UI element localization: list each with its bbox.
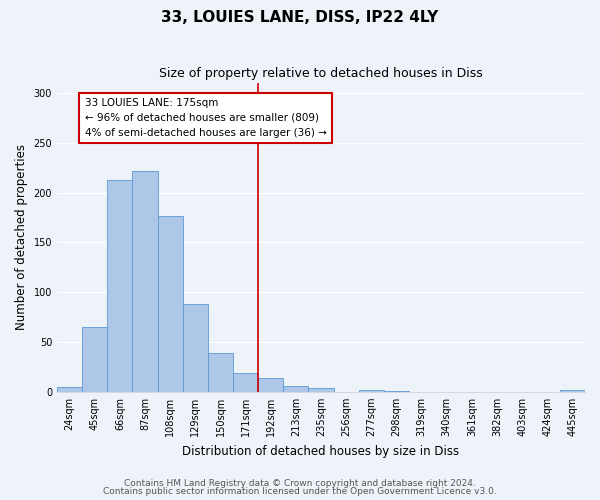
X-axis label: Distribution of detached houses by size in Diss: Distribution of detached houses by size … xyxy=(182,444,460,458)
Bar xyxy=(183,304,208,392)
Text: Contains public sector information licensed under the Open Government Licence v3: Contains public sector information licen… xyxy=(103,487,497,496)
Bar xyxy=(359,390,384,392)
Bar xyxy=(107,180,133,392)
Bar xyxy=(82,327,107,392)
Bar xyxy=(384,391,409,392)
Bar xyxy=(133,170,158,392)
Text: 33, LOUIES LANE, DISS, IP22 4LY: 33, LOUIES LANE, DISS, IP22 4LY xyxy=(161,10,439,25)
Bar xyxy=(57,387,82,392)
Bar xyxy=(283,386,308,392)
Text: 33 LOUIES LANE: 175sqm
← 96% of detached houses are smaller (809)
4% of semi-det: 33 LOUIES LANE: 175sqm ← 96% of detached… xyxy=(85,98,326,138)
Bar xyxy=(208,353,233,392)
Bar xyxy=(308,388,334,392)
Bar xyxy=(560,390,585,392)
Title: Size of property relative to detached houses in Diss: Size of property relative to detached ho… xyxy=(159,68,483,80)
Text: Contains HM Land Registry data © Crown copyright and database right 2024.: Contains HM Land Registry data © Crown c… xyxy=(124,478,476,488)
Y-axis label: Number of detached properties: Number of detached properties xyxy=(15,144,28,330)
Bar xyxy=(258,378,283,392)
Bar xyxy=(233,373,258,392)
Bar xyxy=(158,216,183,392)
